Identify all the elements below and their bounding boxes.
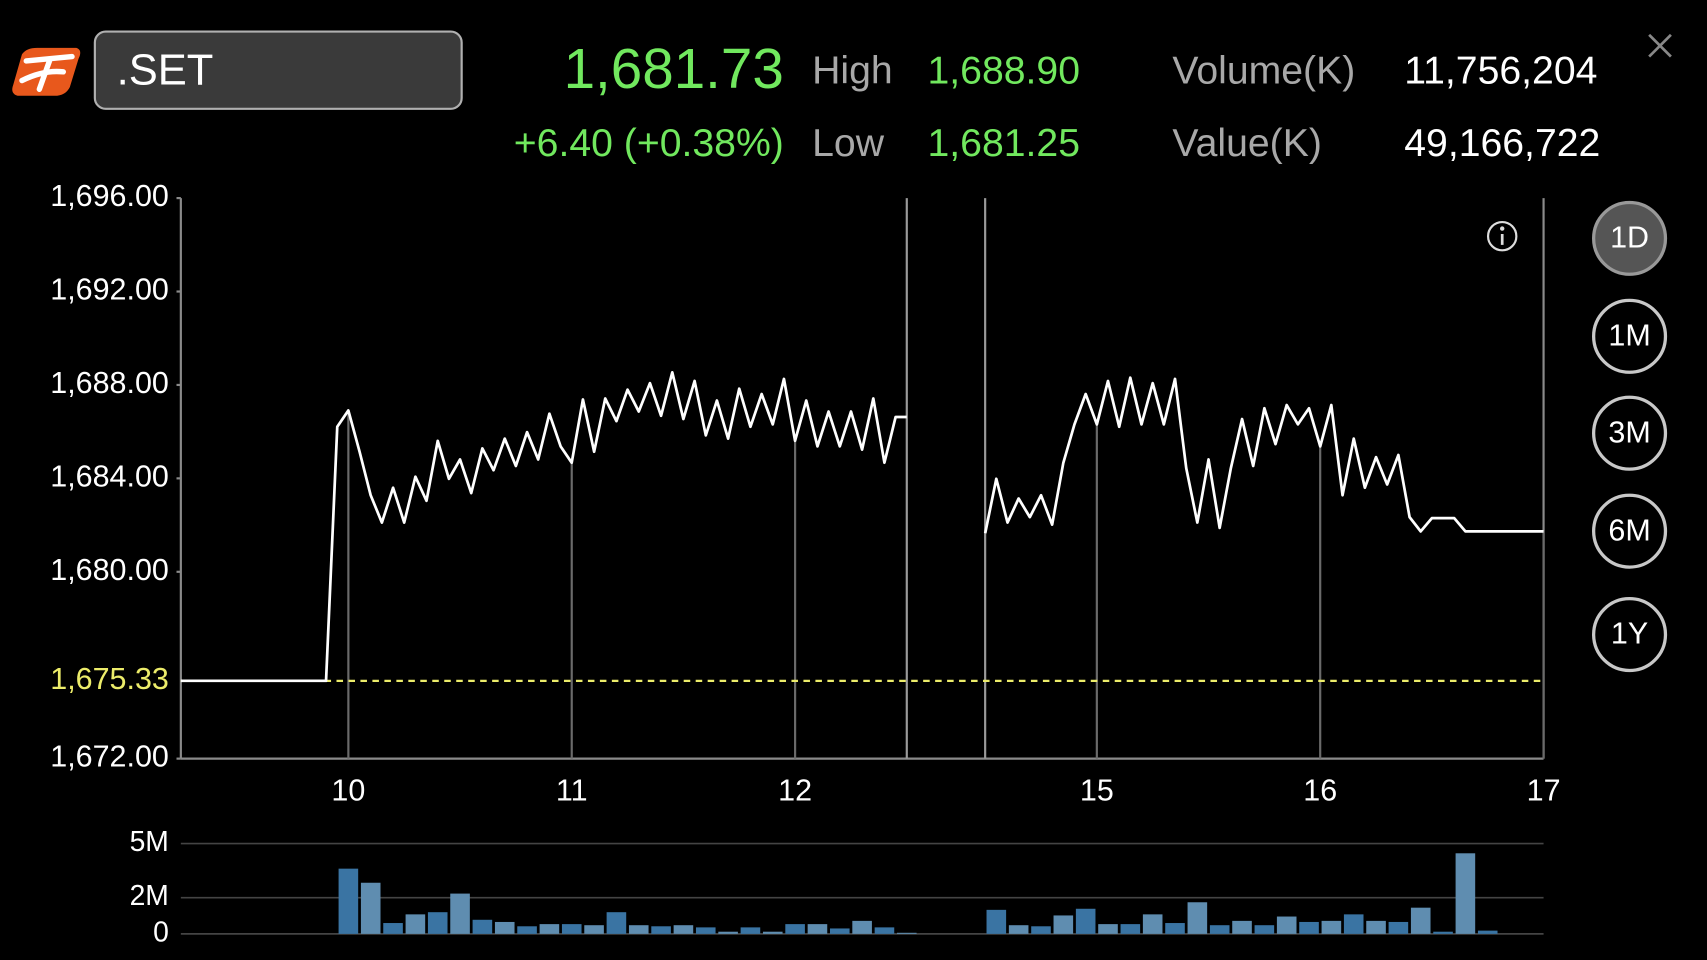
- volume-bar: [494, 921, 515, 934]
- volume-bar: [1388, 921, 1409, 934]
- y-tick-label: 1,684.00: [50, 459, 169, 493]
- x-tick-label: 17: [1527, 773, 1561, 807]
- volume-bar: [718, 931, 738, 934]
- period-button[interactable]: [1592, 298, 1668, 374]
- symbol-box[interactable]: [93, 30, 463, 110]
- volume-bar: [1209, 925, 1230, 934]
- volume-bar: [852, 920, 872, 934]
- value-value: 49,166,722: [1404, 122, 1600, 165]
- volume-bar: [1276, 916, 1297, 934]
- volume-bar: [807, 924, 828, 934]
- volume-bar: [1031, 926, 1051, 934]
- volume-bar: [383, 923, 403, 934]
- volume-bar: [1455, 853, 1476, 934]
- volume-bar: [1254, 925, 1275, 934]
- low-label: Low: [812, 122, 885, 165]
- volume-bar: [1165, 923, 1185, 934]
- volume-bar: [1366, 920, 1386, 934]
- period-label: 1D: [1610, 221, 1649, 255]
- high-label: High: [812, 49, 893, 92]
- volume-bar: [1142, 914, 1163, 934]
- volume-bar: [1232, 920, 1252, 934]
- volume-bar: [1053, 915, 1074, 934]
- low-value: 1,681.25: [928, 122, 1080, 165]
- info-icon[interactable]: [1486, 220, 1518, 252]
- volume-bar: [1477, 930, 1498, 934]
- volume-bar: [874, 927, 895, 934]
- y-tick-label: 1,680.00: [50, 553, 169, 587]
- volume-bar: [1433, 931, 1453, 934]
- period-button[interactable]: [1592, 493, 1668, 569]
- volume-bar: [584, 925, 604, 934]
- logo: [12, 47, 81, 96]
- y-tick-label: 2M: [130, 879, 169, 911]
- period-label: 1M: [1608, 318, 1650, 352]
- volume-bar: [829, 928, 850, 934]
- volume-value: 11,756,204: [1404, 49, 1597, 92]
- volume-bar: [1120, 924, 1141, 934]
- volume-bar: [1075, 908, 1096, 934]
- price-line: [180, 370, 1544, 683]
- volume-bar: [651, 926, 671, 934]
- volume-bar: [762, 931, 783, 934]
- period-button[interactable]: [1592, 395, 1668, 471]
- period-button[interactable]: [1592, 200, 1668, 276]
- period-label: 1Y: [1611, 617, 1648, 651]
- y-tick-label: 1,696.00: [50, 179, 169, 213]
- reference-label: 1,675.33: [50, 662, 169, 696]
- volume-bar: [539, 924, 560, 934]
- x-tick-label: 16: [1303, 773, 1337, 807]
- volume-label: Volume(K): [1172, 49, 1355, 92]
- y-tick-label: 0: [153, 915, 169, 947]
- volume-bar: [1343, 914, 1364, 934]
- volume-bar: [673, 925, 694, 934]
- y-tick-label: 1,692.00: [50, 273, 169, 307]
- high-value: 1,688.90: [928, 49, 1080, 92]
- plot: 1,696.00 1,692.00 1,688.00 1,684.00 1,680.00…: [50, 179, 1668, 947]
- volume-bar: [986, 909, 1007, 934]
- period-label: 3M: [1608, 415, 1650, 449]
- volume-bar: [450, 893, 470, 934]
- x-tick-label: 10: [331, 773, 365, 807]
- period-label: 6M: [1608, 513, 1650, 547]
- volume-bar: [360, 882, 381, 934]
- volume-bar: [338, 868, 359, 934]
- volume-bar: [1187, 902, 1208, 934]
- volume-bar: [1410, 907, 1431, 934]
- volume-bar: [785, 924, 805, 934]
- volume-bar: [606, 912, 627, 934]
- volume-bar: [405, 914, 426, 934]
- volume-bar: [896, 932, 917, 934]
- last-price: 1,681.73: [564, 37, 784, 100]
- symbol: .SET: [117, 46, 214, 94]
- value-label: Value(K): [1172, 122, 1322, 165]
- volume-bar: [628, 925, 649, 934]
- close-button[interactable]: [1648, 33, 1672, 58]
- period-button[interactable]: [1592, 597, 1668, 673]
- volume-bar: [561, 924, 582, 934]
- volume-bar: [517, 926, 537, 934]
- volume-bar: [1299, 921, 1319, 934]
- volume-bar: [472, 919, 493, 934]
- volume-bar: [1321, 920, 1342, 934]
- volume-bar: [1098, 924, 1118, 934]
- y-tick-label: 5M: [130, 825, 169, 857]
- x-tick-label: 15: [1080, 773, 1114, 807]
- volume-bar: [427, 912, 448, 934]
- x-tick-label: 12: [778, 773, 812, 807]
- change: +6.40 (+0.38%): [514, 122, 784, 165]
- y-tick-label: 1,672.00: [50, 740, 169, 774]
- volume-bar: [1008, 925, 1029, 934]
- y-tick-label: 1,688.00: [50, 366, 169, 400]
- volume-bar: [740, 927, 761, 934]
- volume-bar: [695, 927, 716, 934]
- x-tick-label: 11: [556, 773, 588, 807]
